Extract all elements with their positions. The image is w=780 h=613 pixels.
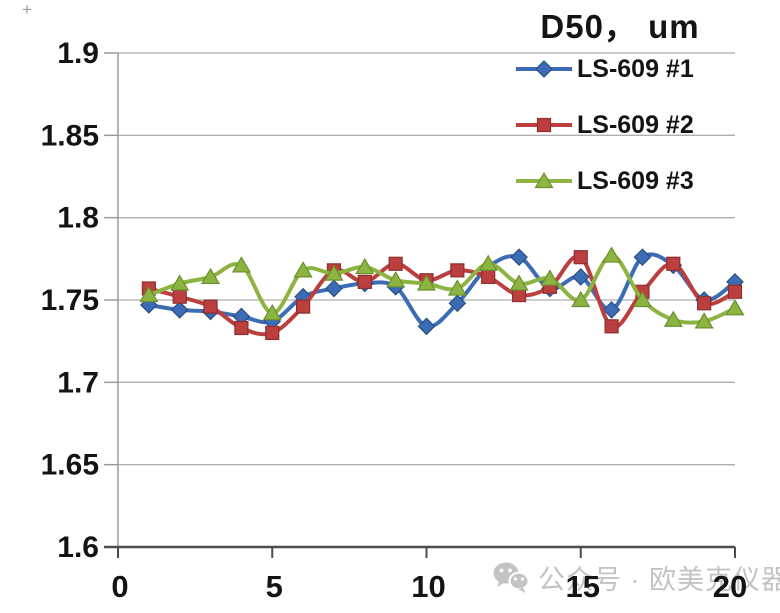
triangle-marker [534, 171, 554, 189]
square-marker [481, 269, 496, 285]
diamond-marker [571, 268, 590, 286]
diamond-marker [448, 294, 467, 313]
triangle-marker [355, 257, 375, 275]
triangle-marker [201, 267, 221, 285]
diamond-marker [633, 248, 652, 267]
triangle-marker [663, 310, 683, 327]
y-tick-label: 1.65 [41, 449, 99, 482]
triangle-marker [231, 256, 251, 273]
triangle-marker [571, 290, 591, 308]
x-tick-label: 10 [411, 569, 445, 604]
square-marker [727, 284, 743, 299]
square-marker [450, 263, 465, 278]
watermark: 公众号 · 欧美克仪器 [492, 558, 780, 597]
square-marker [234, 320, 249, 336]
square-marker [172, 289, 187, 304]
triangle-marker [170, 274, 190, 291]
legend-label: LS-609 #3 [577, 166, 694, 195]
triangle-marker [602, 246, 622, 263]
x-tick-label: 20 [713, 569, 747, 604]
triangle-marker [447, 279, 467, 296]
crop-plus-artifact: + [22, 0, 32, 19]
legend-marker-square-icon [516, 117, 572, 133]
triangle-marker [694, 312, 714, 329]
watermark-text: 公众号 · 欧美克仪器 [538, 565, 780, 595]
legend-item-ls609-1: LS-609 #1 [516, 54, 694, 84]
square-marker [573, 250, 588, 265]
legend-marker-diamond-icon [516, 60, 572, 78]
triangle-marker [139, 285, 159, 303]
y-tick-label: 1.75 [41, 284, 99, 317]
legend-marker-triangle-icon [516, 171, 572, 189]
y-tick-label: 1.6 [57, 531, 99, 564]
square-marker [536, 117, 552, 133]
triangle-marker [293, 261, 313, 278]
triangle-marker [262, 303, 282, 321]
x-tick-label: 0 [111, 569, 128, 604]
legend: LS-609 #1 LS-609 #2 LS-609 #3 [516, 54, 694, 222]
x-tick-label: 5 [266, 569, 283, 604]
square-marker [357, 274, 372, 289]
triangle-marker [324, 264, 344, 281]
diamond-marker [602, 301, 621, 319]
square-marker [296, 299, 311, 314]
triangle-marker [509, 274, 529, 291]
diamond-marker [417, 317, 436, 336]
diamond-marker [170, 301, 189, 319]
diamond-marker [535, 60, 553, 78]
y-tick-label: 1.85 [41, 119, 99, 152]
square-marker [604, 319, 619, 334]
square-marker [388, 256, 403, 271]
triangle-marker [540, 269, 560, 286]
square-marker [265, 325, 280, 341]
legend-label: LS-609 #2 [577, 110, 694, 139]
square-marker [697, 296, 712, 311]
triangle-marker [386, 271, 406, 288]
x-tick-label: 15 [566, 569, 600, 604]
y-tick-label: 1.7 [57, 366, 99, 399]
diamond-marker [510, 248, 528, 267]
legend-item-ls609-2: LS-609 #2 [516, 110, 694, 140]
square-marker [203, 299, 218, 314]
wechat-icon [493, 562, 530, 593]
diamond-marker [325, 279, 343, 298]
triangle-marker [632, 290, 652, 308]
y-tick-label: 1.9 [57, 37, 99, 70]
triangle-marker [725, 299, 745, 316]
y-tick-label: 1.8 [57, 202, 99, 235]
triangle-marker [416, 274, 437, 291]
legend-label: LS-609 #1 [577, 54, 694, 83]
chart-title: D50， um [540, 8, 700, 45]
legend-item-ls609-3: LS-609 #3 [516, 166, 694, 196]
square-marker [666, 256, 681, 271]
triangle-marker [478, 254, 498, 271]
